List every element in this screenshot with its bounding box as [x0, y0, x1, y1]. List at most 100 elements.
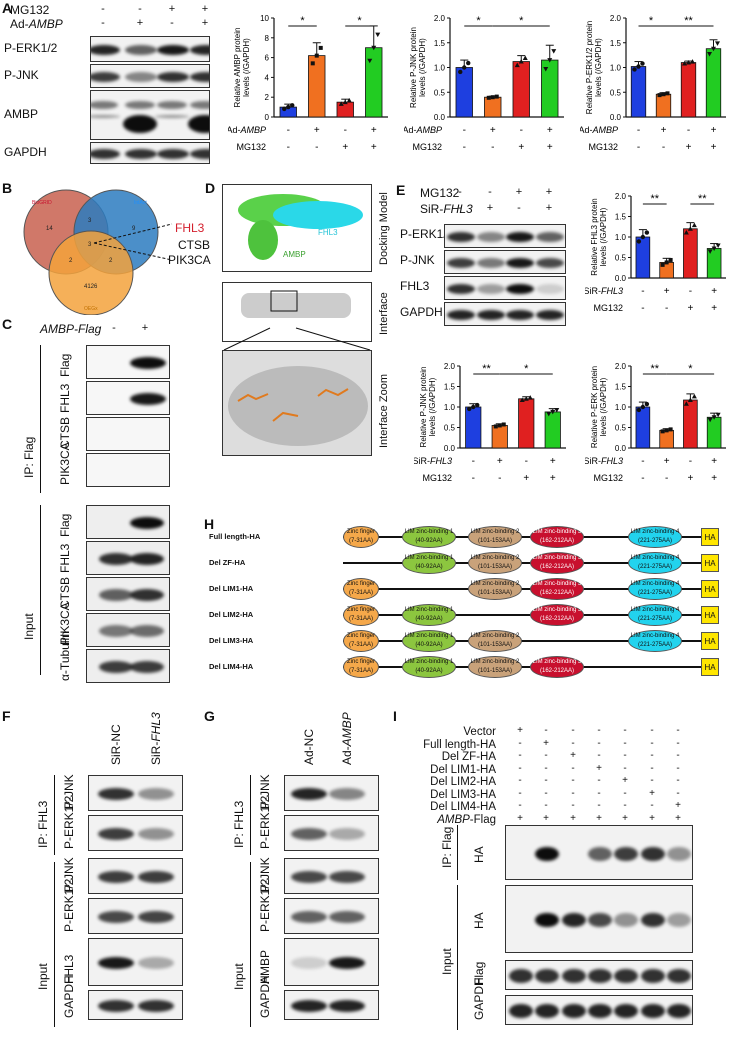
y-tick-label: 1.0: [444, 403, 456, 412]
blot-band: [329, 788, 365, 800]
blot-band: [506, 232, 534, 242]
y-tick-label: 4: [265, 73, 270, 82]
bar: [518, 398, 535, 449]
panel-label-c: C: [2, 316, 13, 332]
c-input-row-label: α-Tubulin: [58, 631, 72, 681]
i-sign: -: [676, 737, 680, 749]
blot-band: [447, 232, 475, 242]
blot-strip: [284, 938, 379, 986]
data-point: [644, 401, 650, 407]
i-sign: -: [571, 800, 575, 811]
blot-band: [130, 553, 164, 565]
construct-name: Del ZF-HA: [209, 558, 246, 567]
i-sign: +: [517, 725, 523, 736]
data-point: [682, 60, 687, 66]
i-group-bracket: [457, 885, 458, 1030]
i-sign: -: [597, 737, 601, 749]
blot-band: [536, 258, 564, 268]
i-sign: +: [596, 812, 602, 824]
venn-count: 14: [46, 226, 53, 232]
i-sign: +: [596, 762, 602, 774]
f-group-ip: IP: FHL3: [36, 800, 50, 848]
y-tick-label: 2.0: [610, 14, 622, 23]
blot-band: [614, 1004, 638, 1018]
e-sign: -: [488, 186, 492, 198]
x-condition-sign: -: [287, 125, 290, 136]
chart-a-perk: 0.0 0.5 1.0 1.5 2.0 Relative P-ERK1/2 protein…: [578, 4, 736, 169]
x-condition-sign: +: [664, 286, 670, 297]
y-tick-label: 10: [260, 14, 269, 23]
x-condition-sign: -: [472, 456, 475, 467]
i-sign: -: [571, 775, 575, 786]
i-sign: -: [676, 750, 680, 761]
x-condition-sign: +: [547, 142, 553, 153]
domain-name: Zinc finger: [346, 607, 375, 613]
domain-shape: LIM zinc-binding 4 (221-275AA): [628, 552, 682, 574]
x-condition-sign: -: [687, 125, 690, 136]
blot-band: [562, 913, 586, 927]
x-condition-label: SiR-FHL3: [585, 456, 623, 466]
blot-band: [130, 393, 166, 405]
domain-shape: LIM zinc-binding 4 (221-275AA): [628, 630, 682, 652]
blot-band: [641, 913, 665, 927]
domain-range: (221-275AA): [637, 564, 673, 570]
data-point: [367, 58, 373, 64]
data-point: [687, 397, 693, 403]
e-blot-label: GAPDH: [400, 305, 443, 319]
blot-strip: [86, 577, 170, 611]
chart-ambp: 0 2 4 6 8 10 Relative AMBP proteinlevels (/GAP…: [226, 4, 398, 169]
c-ip-row-label: Flag: [58, 353, 72, 377]
blot-band: [157, 45, 189, 55]
domain-shape: LIM zinc-binding 1 (40-92AA): [402, 604, 456, 626]
x-condition-sign: +: [711, 142, 717, 153]
f-row-label: GAPDH: [62, 975, 76, 1018]
d-label: Interface Zoom: [378, 374, 390, 448]
blot-band: [329, 957, 365, 969]
blot-strip: [88, 898, 183, 934]
blot-band: [188, 115, 209, 133]
y-tick-label: 0.0: [610, 113, 622, 122]
blot-strip: [88, 990, 183, 1020]
blot-band: [535, 913, 559, 927]
x-condition-sign: -: [344, 125, 347, 136]
y-tick-label: 1.0: [615, 233, 627, 242]
panel-label-b: B: [2, 180, 13, 196]
f-column-label: SiR-NC: [109, 724, 123, 765]
i-group-input: Input: [440, 948, 454, 975]
significance-label: *: [300, 15, 305, 27]
blot-band: [641, 969, 665, 983]
blot-band: [588, 1004, 612, 1018]
data-point: [657, 93, 662, 98]
data-point: [282, 106, 287, 112]
blot-band: [291, 871, 327, 883]
domain-name: LIM zinc-binding 3: [532, 607, 582, 613]
domain-name: LIM zinc-binding 2: [470, 581, 520, 587]
f-group-input: Input: [36, 963, 50, 990]
i-sign: -: [544, 787, 548, 799]
bar-chart-svg: 0.0 0.5 1.0 1.5 2.0 Relative P-ERK proteinlev…: [583, 362, 726, 484]
blot-band: [157, 101, 187, 109]
x-condition-sign: +: [711, 286, 717, 297]
i-sign: -: [650, 737, 654, 749]
data-point: [636, 64, 641, 69]
domain-shape: LIM zinc-binding 4 (221-275AA): [628, 578, 682, 600]
x-condition-sign: -: [665, 303, 668, 314]
data-point: [668, 427, 673, 432]
blot-band: [641, 846, 665, 861]
e-sign: +: [545, 202, 553, 214]
y-tick-label: 0.0: [615, 274, 627, 283]
bar-chart-svg: 0.0 0.5 1.0 1.5 2.0 Relative P-JNK proteinlev…: [412, 362, 566, 484]
x-condition-sign: -: [641, 456, 644, 467]
e-blot-label: P-JNK: [400, 253, 435, 267]
i-sign: -: [676, 775, 680, 786]
blot-band: [614, 913, 638, 927]
data-point: [661, 92, 666, 97]
data-point: [342, 99, 348, 105]
e-treatment-label: SiR-FHL3: [420, 202, 473, 216]
blot-band: [190, 101, 209, 109]
domain-range: (221-275AA): [637, 538, 673, 544]
venn-set-oegx: [48, 230, 134, 315]
data-point: [466, 60, 471, 66]
x-condition-sign: +: [711, 456, 717, 467]
e-sign: -: [458, 186, 462, 198]
